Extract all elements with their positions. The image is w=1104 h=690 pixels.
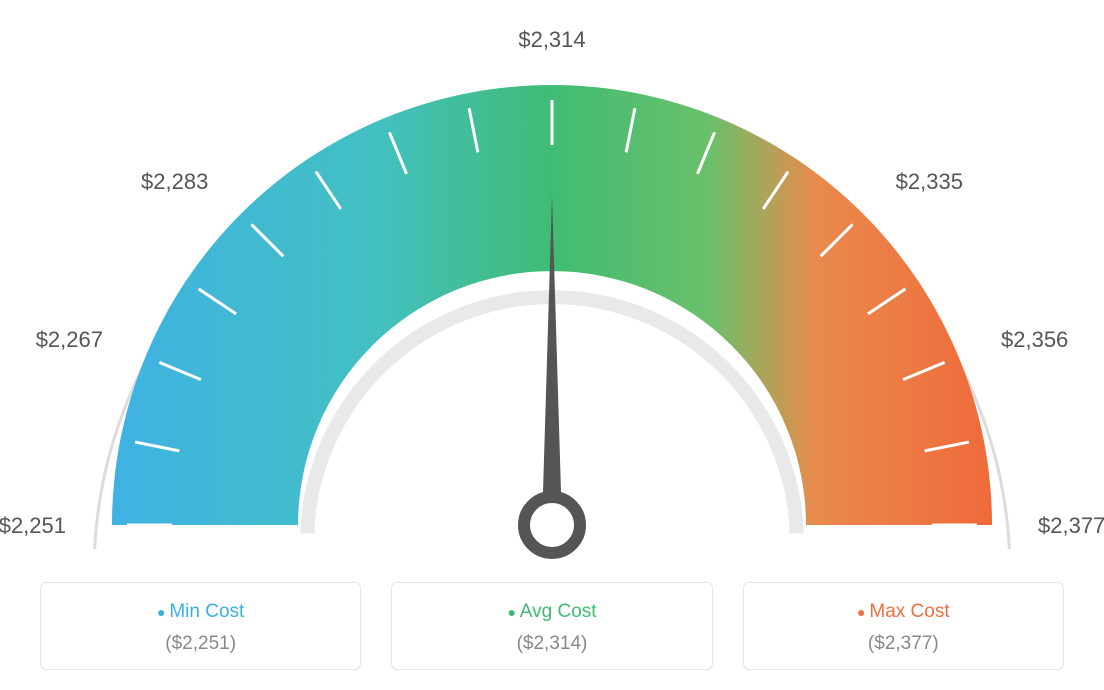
gauge-scale-label: $2,267 bbox=[23, 327, 103, 353]
cost-gauge: $2,251 $2,267 $2,283 $2,314 $2,335 $2,356 $2,3… bbox=[0, 0, 1104, 560]
gauge-scale-label: $2,377 bbox=[1038, 513, 1104, 539]
gauge-scale-label: $2,314 bbox=[512, 27, 592, 53]
legend-card-min: Min Cost ($2,251) bbox=[40, 582, 361, 670]
gauge-svg bbox=[0, 0, 1104, 560]
legend-card-avg: Avg Cost ($2,314) bbox=[391, 582, 712, 670]
gauge-scale-label: $2,251 bbox=[0, 513, 66, 539]
gauge-scale-label: $2,356 bbox=[1001, 327, 1068, 353]
legend-row: Min Cost ($2,251) Avg Cost ($2,314) Max … bbox=[40, 582, 1064, 670]
legend-card-max: Max Cost ($2,377) bbox=[743, 582, 1064, 670]
legend-max-value: ($2,377) bbox=[754, 633, 1053, 655]
legend-avg-value: ($2,314) bbox=[402, 633, 701, 655]
legend-min-title: Min Cost bbox=[51, 601, 350, 623]
legend-max-title: Max Cost bbox=[754, 601, 1053, 623]
legend-avg-title: Avg Cost bbox=[402, 601, 701, 623]
gauge-scale-label: $2,283 bbox=[128, 169, 208, 195]
legend-min-value: ($2,251) bbox=[51, 633, 350, 655]
gauge-scale-label: $2,335 bbox=[896, 169, 963, 195]
gauge-needle-hub bbox=[524, 497, 580, 553]
